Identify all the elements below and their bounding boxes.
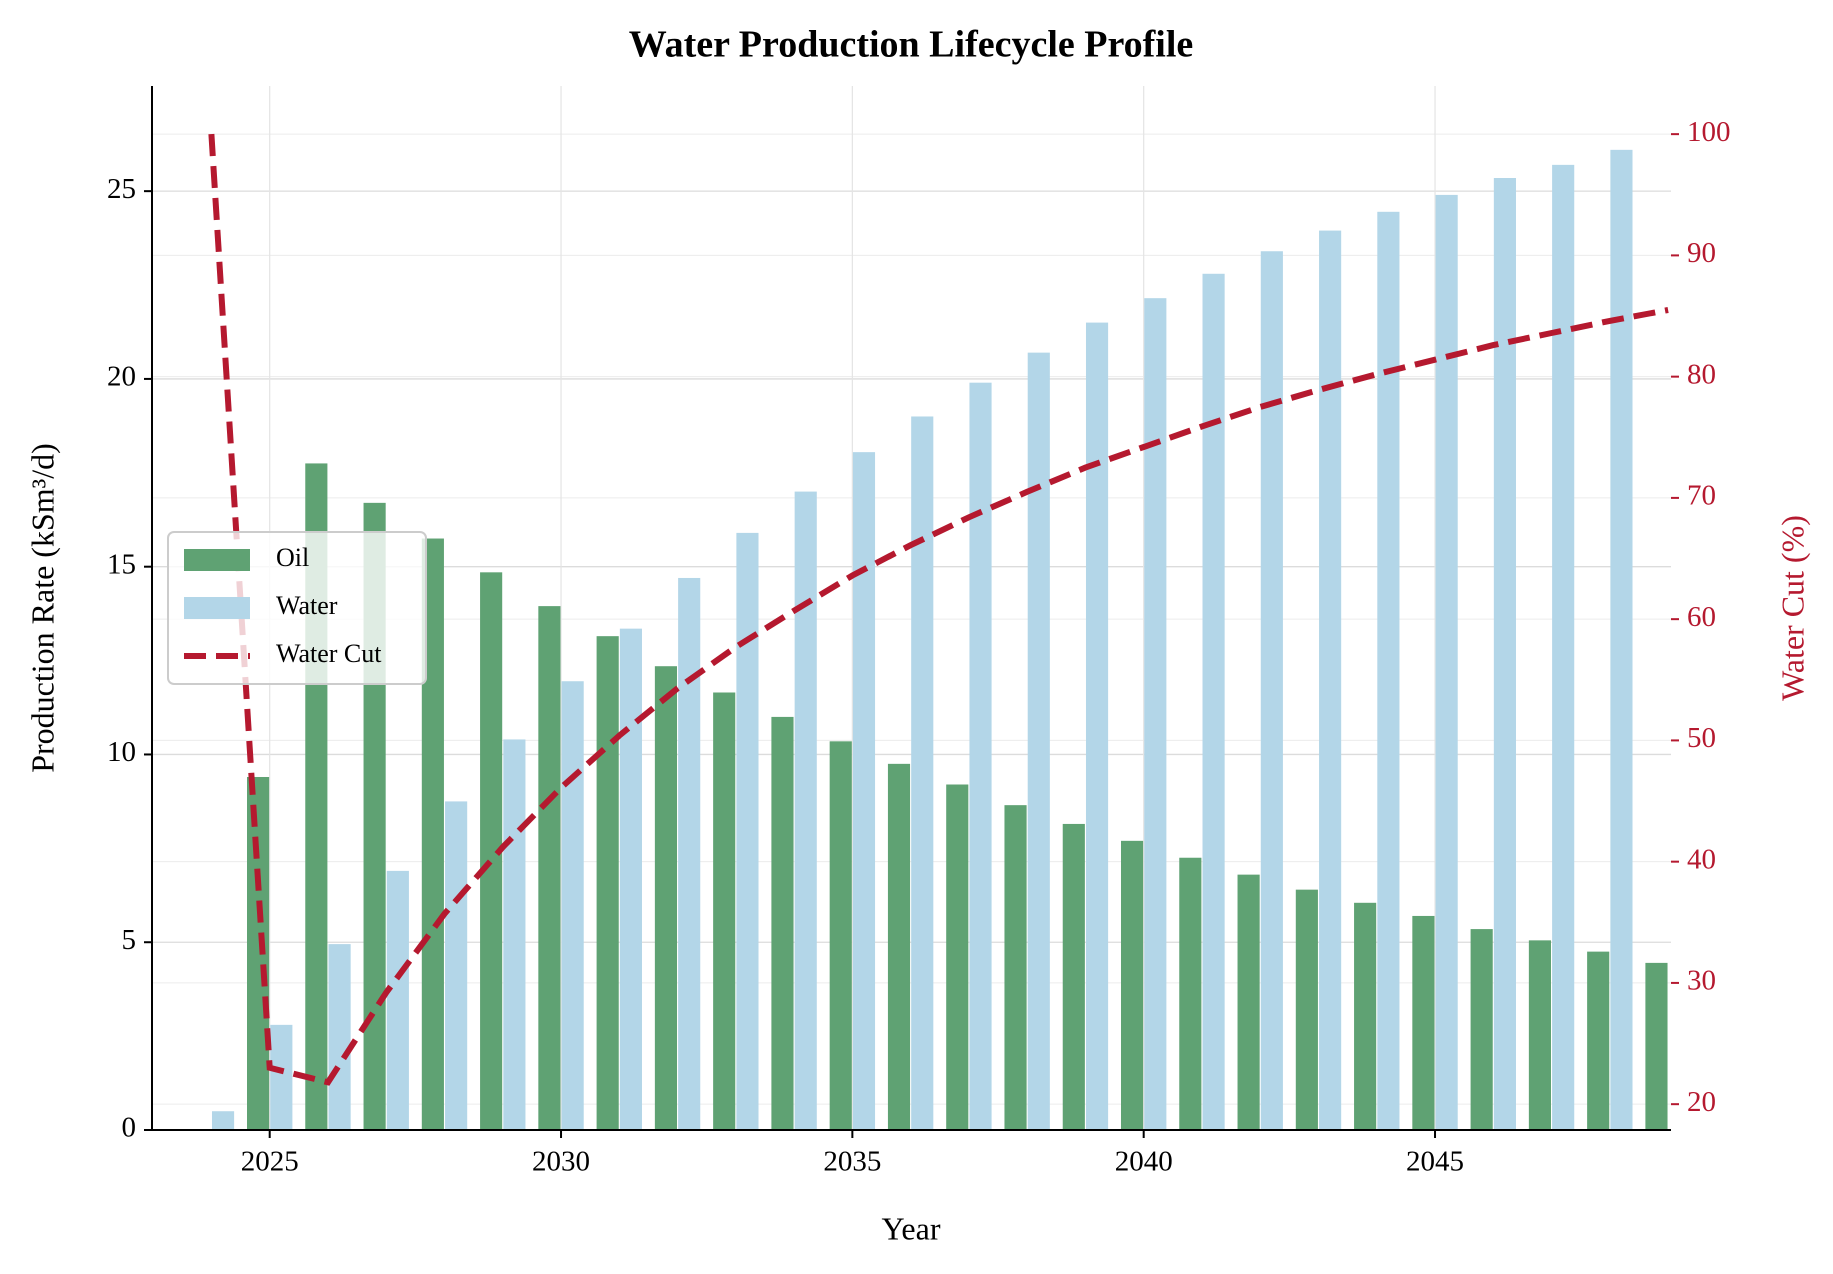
bar bbox=[911, 416, 934, 1130]
bar bbox=[1552, 164, 1575, 1130]
bar bbox=[1493, 178, 1516, 1130]
y-axis-label: Production Rate (kSm³/d) bbox=[24, 443, 60, 773]
y2-tick-label: 100 bbox=[1687, 116, 1731, 148]
y2-tick-label: 70 bbox=[1687, 480, 1716, 512]
bar bbox=[1179, 857, 1202, 1130]
bar bbox=[538, 606, 561, 1130]
bar bbox=[1295, 889, 1318, 1130]
y2-tick-label: 80 bbox=[1687, 358, 1716, 390]
bar bbox=[270, 1024, 293, 1130]
legend-swatch bbox=[184, 597, 250, 619]
bar bbox=[1435, 194, 1458, 1130]
bar bbox=[1319, 230, 1342, 1130]
legend-swatch bbox=[184, 549, 250, 571]
y-tick-label: 15 bbox=[107, 548, 136, 580]
y2-tick-label: 90 bbox=[1687, 237, 1716, 269]
plot-area bbox=[208, 133, 1669, 1130]
y-tick-label: 10 bbox=[107, 736, 136, 768]
y2-axis-label: Water Cut (%) bbox=[1774, 515, 1810, 701]
x-tick-label: 2035 bbox=[823, 1146, 881, 1178]
x-axis-label: Year bbox=[882, 1210, 941, 1246]
bar bbox=[328, 944, 351, 1130]
legend-label: Water Cut bbox=[276, 639, 382, 668]
bar bbox=[503, 739, 526, 1130]
line bbox=[208, 133, 1669, 1086]
chart-title: Water Production Lifecycle Profile bbox=[629, 24, 1194, 66]
legend-label: Water bbox=[276, 591, 338, 620]
bar bbox=[887, 763, 911, 1130]
x-tick-label: 2045 bbox=[1406, 1146, 1464, 1178]
bar bbox=[1237, 874, 1260, 1130]
bar bbox=[1377, 211, 1400, 1130]
bar bbox=[829, 741, 852, 1130]
y-tick-label: 0 bbox=[122, 1112, 137, 1144]
bar bbox=[480, 572, 503, 1130]
bar bbox=[852, 452, 876, 1130]
bar bbox=[654, 666, 678, 1130]
bar bbox=[1144, 298, 1167, 1130]
bar bbox=[771, 716, 794, 1130]
bar bbox=[211, 1111, 235, 1130]
bar bbox=[1412, 915, 1435, 1130]
y-tick-label: 20 bbox=[107, 361, 136, 393]
bar bbox=[1027, 352, 1050, 1130]
bar bbox=[596, 636, 619, 1130]
y-tick-label: 25 bbox=[107, 173, 136, 205]
bar bbox=[946, 784, 969, 1130]
bar bbox=[794, 491, 817, 1130]
bar bbox=[1120, 840, 1144, 1130]
bar bbox=[1085, 322, 1109, 1130]
bar bbox=[969, 382, 992, 1130]
x-tick-label: 2040 bbox=[1115, 1146, 1173, 1178]
x-tick-label: 2025 bbox=[241, 1146, 299, 1178]
bar bbox=[561, 681, 584, 1130]
bar bbox=[619, 628, 642, 1130]
legend-label: Oil bbox=[276, 543, 309, 572]
y-tick-label: 5 bbox=[122, 924, 137, 956]
y2-tick-label: 40 bbox=[1687, 843, 1716, 875]
bar bbox=[1354, 902, 1377, 1130]
bar bbox=[1470, 929, 1493, 1130]
bar bbox=[445, 801, 468, 1130]
y2-tick-label: 30 bbox=[1687, 965, 1716, 997]
bar bbox=[386, 870, 409, 1130]
y2-tick-label: 60 bbox=[1687, 601, 1716, 633]
bar bbox=[1610, 149, 1633, 1130]
bar bbox=[713, 692, 736, 1130]
x-tick-label: 2030 bbox=[532, 1146, 590, 1178]
bar bbox=[678, 577, 701, 1130]
y2-tick-label: 50 bbox=[1687, 722, 1716, 754]
y2-tick-label: 20 bbox=[1687, 1086, 1716, 1118]
bar bbox=[1062, 823, 1085, 1130]
bar bbox=[1004, 805, 1027, 1130]
bar bbox=[1587, 951, 1610, 1130]
bar bbox=[1260, 251, 1283, 1130]
bar bbox=[736, 532, 759, 1130]
bar bbox=[421, 538, 444, 1130]
bar bbox=[247, 776, 270, 1130]
bar bbox=[1528, 940, 1552, 1130]
bar bbox=[1645, 962, 1668, 1130]
bar bbox=[1202, 273, 1225, 1130]
